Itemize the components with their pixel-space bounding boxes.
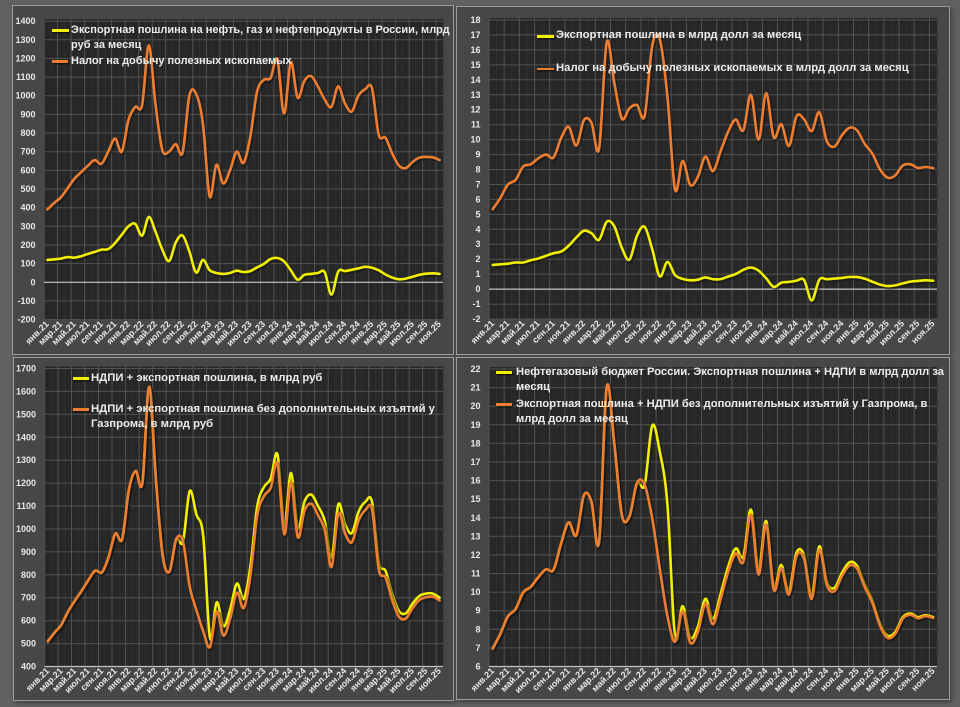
svg-text:19: 19: [470, 420, 480, 430]
svg-text:1100: 1100: [16, 72, 36, 82]
svg-text:9: 9: [475, 150, 480, 160]
svg-text:22: 22: [470, 364, 480, 374]
svg-text:1200: 1200: [15, 53, 35, 63]
svg-text:3: 3: [475, 239, 480, 249]
svg-text:500: 500: [21, 639, 36, 649]
svg-text:400: 400: [21, 662, 36, 672]
svg-text:12: 12: [470, 105, 480, 115]
svg-text:10: 10: [470, 587, 480, 597]
svg-text:17: 17: [470, 30, 480, 40]
svg-text:1000: 1000: [15, 90, 35, 100]
svg-text:5: 5: [475, 209, 480, 219]
svg-text:1200: 1200: [16, 478, 36, 488]
svg-text:1700: 1700: [16, 364, 36, 374]
svg-text:500: 500: [20, 184, 35, 194]
svg-text:13: 13: [470, 531, 480, 541]
svg-text:16: 16: [470, 45, 480, 55]
svg-text:15: 15: [470, 60, 480, 70]
svg-text:11: 11: [471, 569, 481, 579]
svg-text:1: 1: [475, 269, 480, 279]
svg-text:18: 18: [470, 15, 480, 25]
svg-text:-2: -2: [472, 314, 480, 324]
svg-text:11: 11: [471, 120, 481, 130]
svg-text:13: 13: [470, 90, 480, 100]
svg-text:1400: 1400: [16, 432, 36, 442]
svg-text:700: 700: [21, 593, 36, 603]
svg-text:0: 0: [30, 277, 35, 287]
svg-text:20: 20: [470, 401, 480, 411]
svg-text:15: 15: [470, 494, 480, 504]
svg-text:1500: 1500: [16, 409, 36, 419]
svg-text:1400: 1400: [15, 16, 35, 26]
svg-text:0: 0: [475, 284, 480, 294]
svg-text:9: 9: [475, 606, 480, 616]
svg-text:21: 21: [470, 383, 480, 393]
svg-text:-200: -200: [17, 314, 35, 324]
svg-text:18: 18: [470, 438, 480, 448]
svg-text:100: 100: [20, 258, 35, 268]
svg-text:6: 6: [475, 662, 480, 672]
svg-text:800: 800: [20, 128, 35, 138]
svg-text:900: 900: [20, 109, 35, 119]
svg-text:8: 8: [475, 624, 480, 634]
svg-text:17: 17: [470, 457, 480, 467]
svg-text:600: 600: [20, 165, 35, 175]
svg-text:400: 400: [20, 202, 35, 212]
svg-text:8: 8: [475, 165, 480, 175]
svg-text:1600: 1600: [16, 386, 36, 396]
svg-text:10: 10: [470, 135, 480, 145]
svg-text:7: 7: [475, 180, 480, 190]
svg-text:12: 12: [470, 550, 480, 560]
svg-text:900: 900: [21, 547, 36, 557]
svg-text:1100: 1100: [16, 501, 36, 511]
svg-text:-1: -1: [472, 299, 480, 309]
svg-text:2: 2: [475, 254, 480, 264]
svg-text:6: 6: [475, 194, 480, 204]
svg-text:1300: 1300: [16, 455, 36, 465]
svg-text:4: 4: [475, 224, 480, 234]
svg-text:1300: 1300: [15, 34, 35, 44]
svg-text:600: 600: [21, 616, 36, 626]
svg-text:14: 14: [470, 75, 480, 85]
svg-text:700: 700: [20, 146, 35, 156]
svg-text:16: 16: [470, 476, 480, 486]
svg-text:300: 300: [20, 221, 35, 231]
svg-text:800: 800: [21, 570, 36, 580]
svg-text:7: 7: [475, 643, 480, 653]
svg-text:200: 200: [20, 240, 35, 250]
svg-text:14: 14: [470, 513, 480, 523]
svg-text:1000: 1000: [16, 524, 36, 534]
svg-text:-100: -100: [17, 295, 35, 305]
